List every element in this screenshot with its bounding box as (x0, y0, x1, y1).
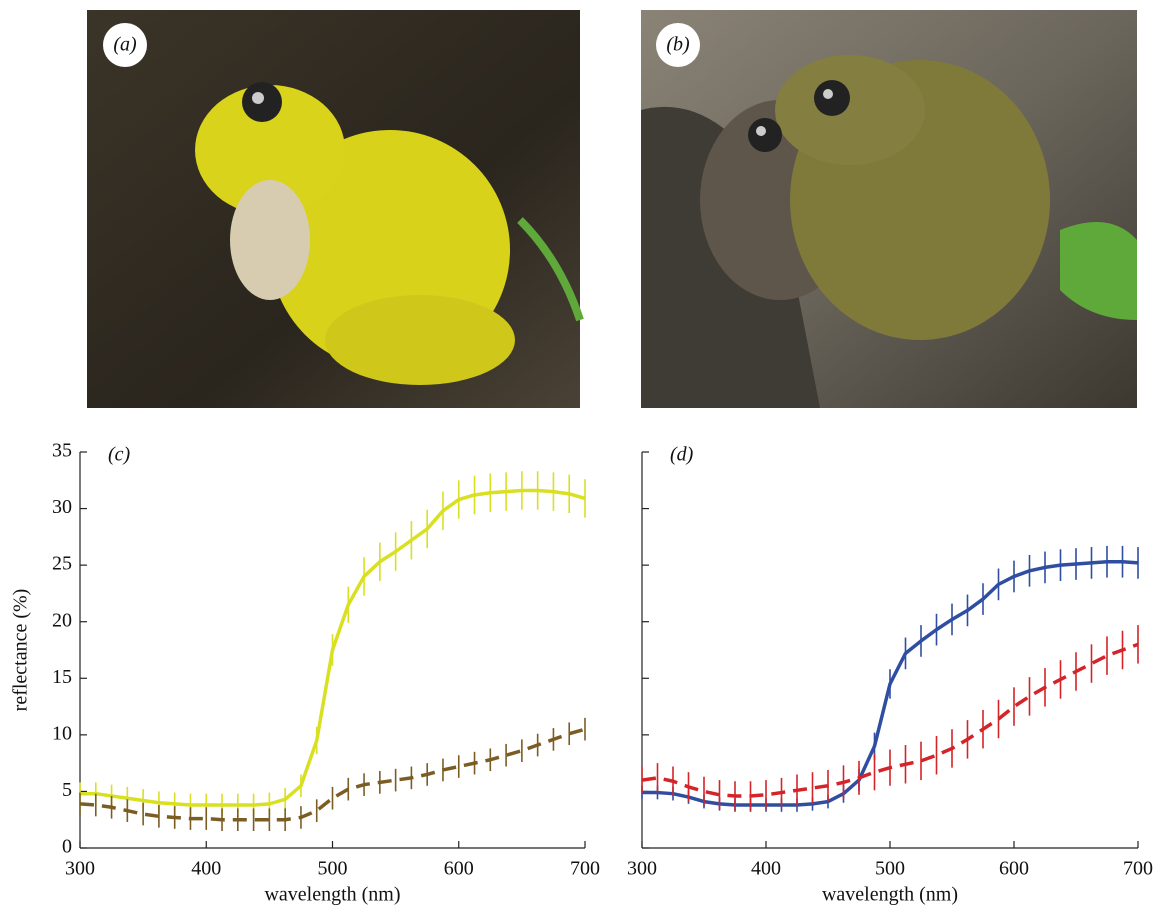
y-tick-label: 20 (52, 609, 72, 631)
x-tick-label: 600 (999, 858, 1029, 880)
y-axis-label: reflectance (%) (10, 589, 32, 712)
x-tick-label: 600 (444, 858, 474, 880)
x-axis-label: wavelength (nm) (264, 884, 400, 906)
y-tick-label: 10 (52, 722, 72, 744)
x-tick-label: 300 (65, 858, 95, 880)
x-tick-label: 400 (191, 858, 221, 880)
photo-a (87, 10, 580, 408)
photo-label: (b) (666, 34, 690, 56)
y-tick-label: 5 (62, 779, 72, 801)
y-tick-label: 25 (52, 553, 72, 575)
series-line (80, 490, 585, 805)
photo-b (641, 10, 1137, 408)
panel-label: (d) (670, 444, 694, 466)
y-tick-label: 0 (62, 836, 72, 858)
x-tick-label: 300 (627, 858, 657, 880)
panel-label: (c) (108, 444, 131, 466)
photo-label: (a) (113, 34, 137, 56)
y-tick-label: 35 (52, 440, 72, 462)
x-axis-label: wavelength (nm) (822, 884, 958, 906)
x-tick-label: 400 (751, 858, 781, 880)
x-tick-label: 700 (570, 858, 600, 880)
y-tick-label: 15 (52, 666, 72, 688)
x-tick-label: 700 (1123, 858, 1153, 880)
page: (a) (b) 0 5 10 15 20 25 30 35 300 400 500 600 700 (c)… (0, 0, 1165, 908)
figure: (a) (b) 0 5 10 15 20 25 30 35 300 400 500 600 700 (c)… (0, 0, 1165, 908)
x-tick-label: 500 (318, 858, 348, 880)
x-tick-label: 500 (875, 858, 905, 880)
y-tick-label: 30 (52, 496, 72, 518)
